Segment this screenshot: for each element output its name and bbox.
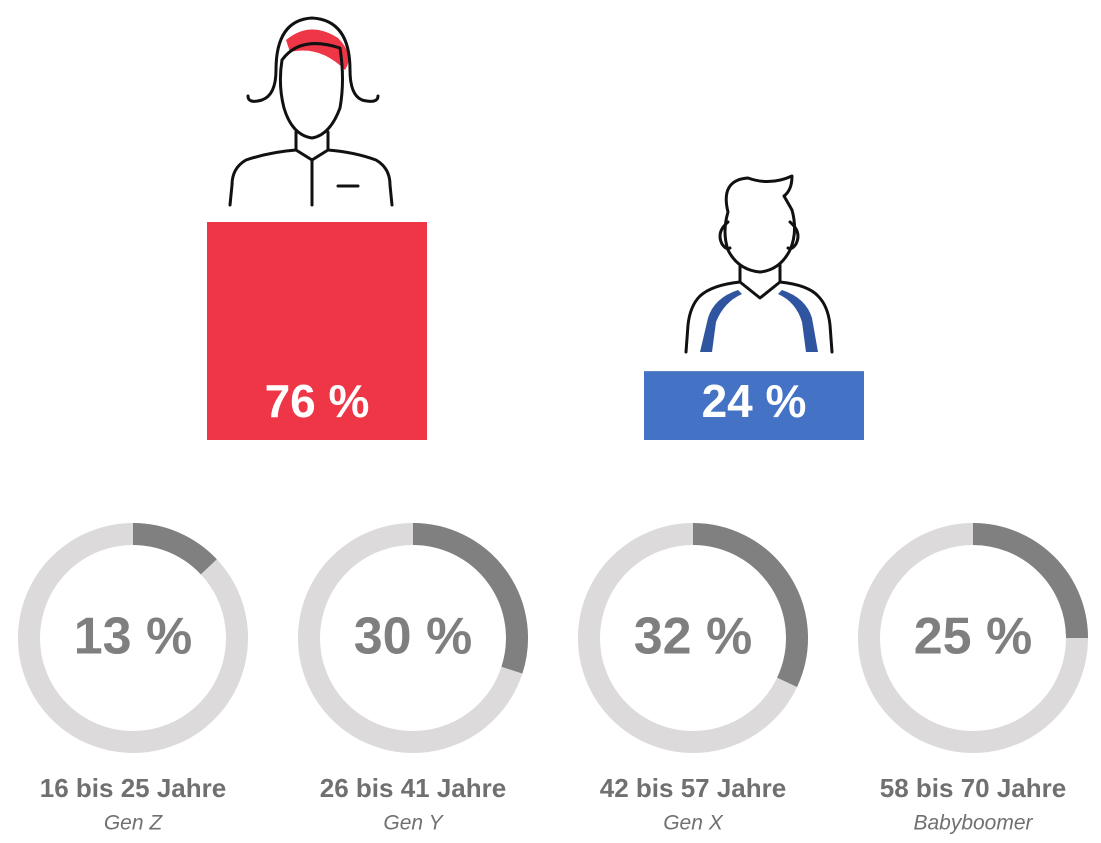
category-label: 16 bis 25 Jahre [40, 773, 226, 803]
donut-value-label: 30 % [354, 608, 473, 666]
category-label: 26 bis 41 Jahre [320, 773, 506, 803]
category-label: 42 bis 57 Jahre [600, 773, 786, 803]
category-subtitle: Gen X [663, 812, 724, 835]
donut-arc [133, 534, 209, 567]
donut-value-label: 25 % [914, 608, 1033, 666]
bar-value-label: 76 % [265, 375, 370, 427]
category-subtitle: Babyboomer [913, 812, 1033, 835]
male-icon [686, 176, 832, 352]
category-subtitle: Gen Z [104, 812, 164, 835]
category-subtitle: Gen Y [383, 812, 444, 835]
category-label: 58 bis 70 Jahre [880, 773, 1066, 803]
bar-value-label: 24 % [702, 375, 807, 427]
infographic: 76 % 24 % 13 % 16 bis 25 Jahre Gen Z 30 % 26 b… [0, 0, 1101, 843]
female-icon [230, 18, 392, 205]
donut-value-label: 32 % [634, 608, 753, 666]
donut-value-label: 13 % [74, 608, 193, 666]
